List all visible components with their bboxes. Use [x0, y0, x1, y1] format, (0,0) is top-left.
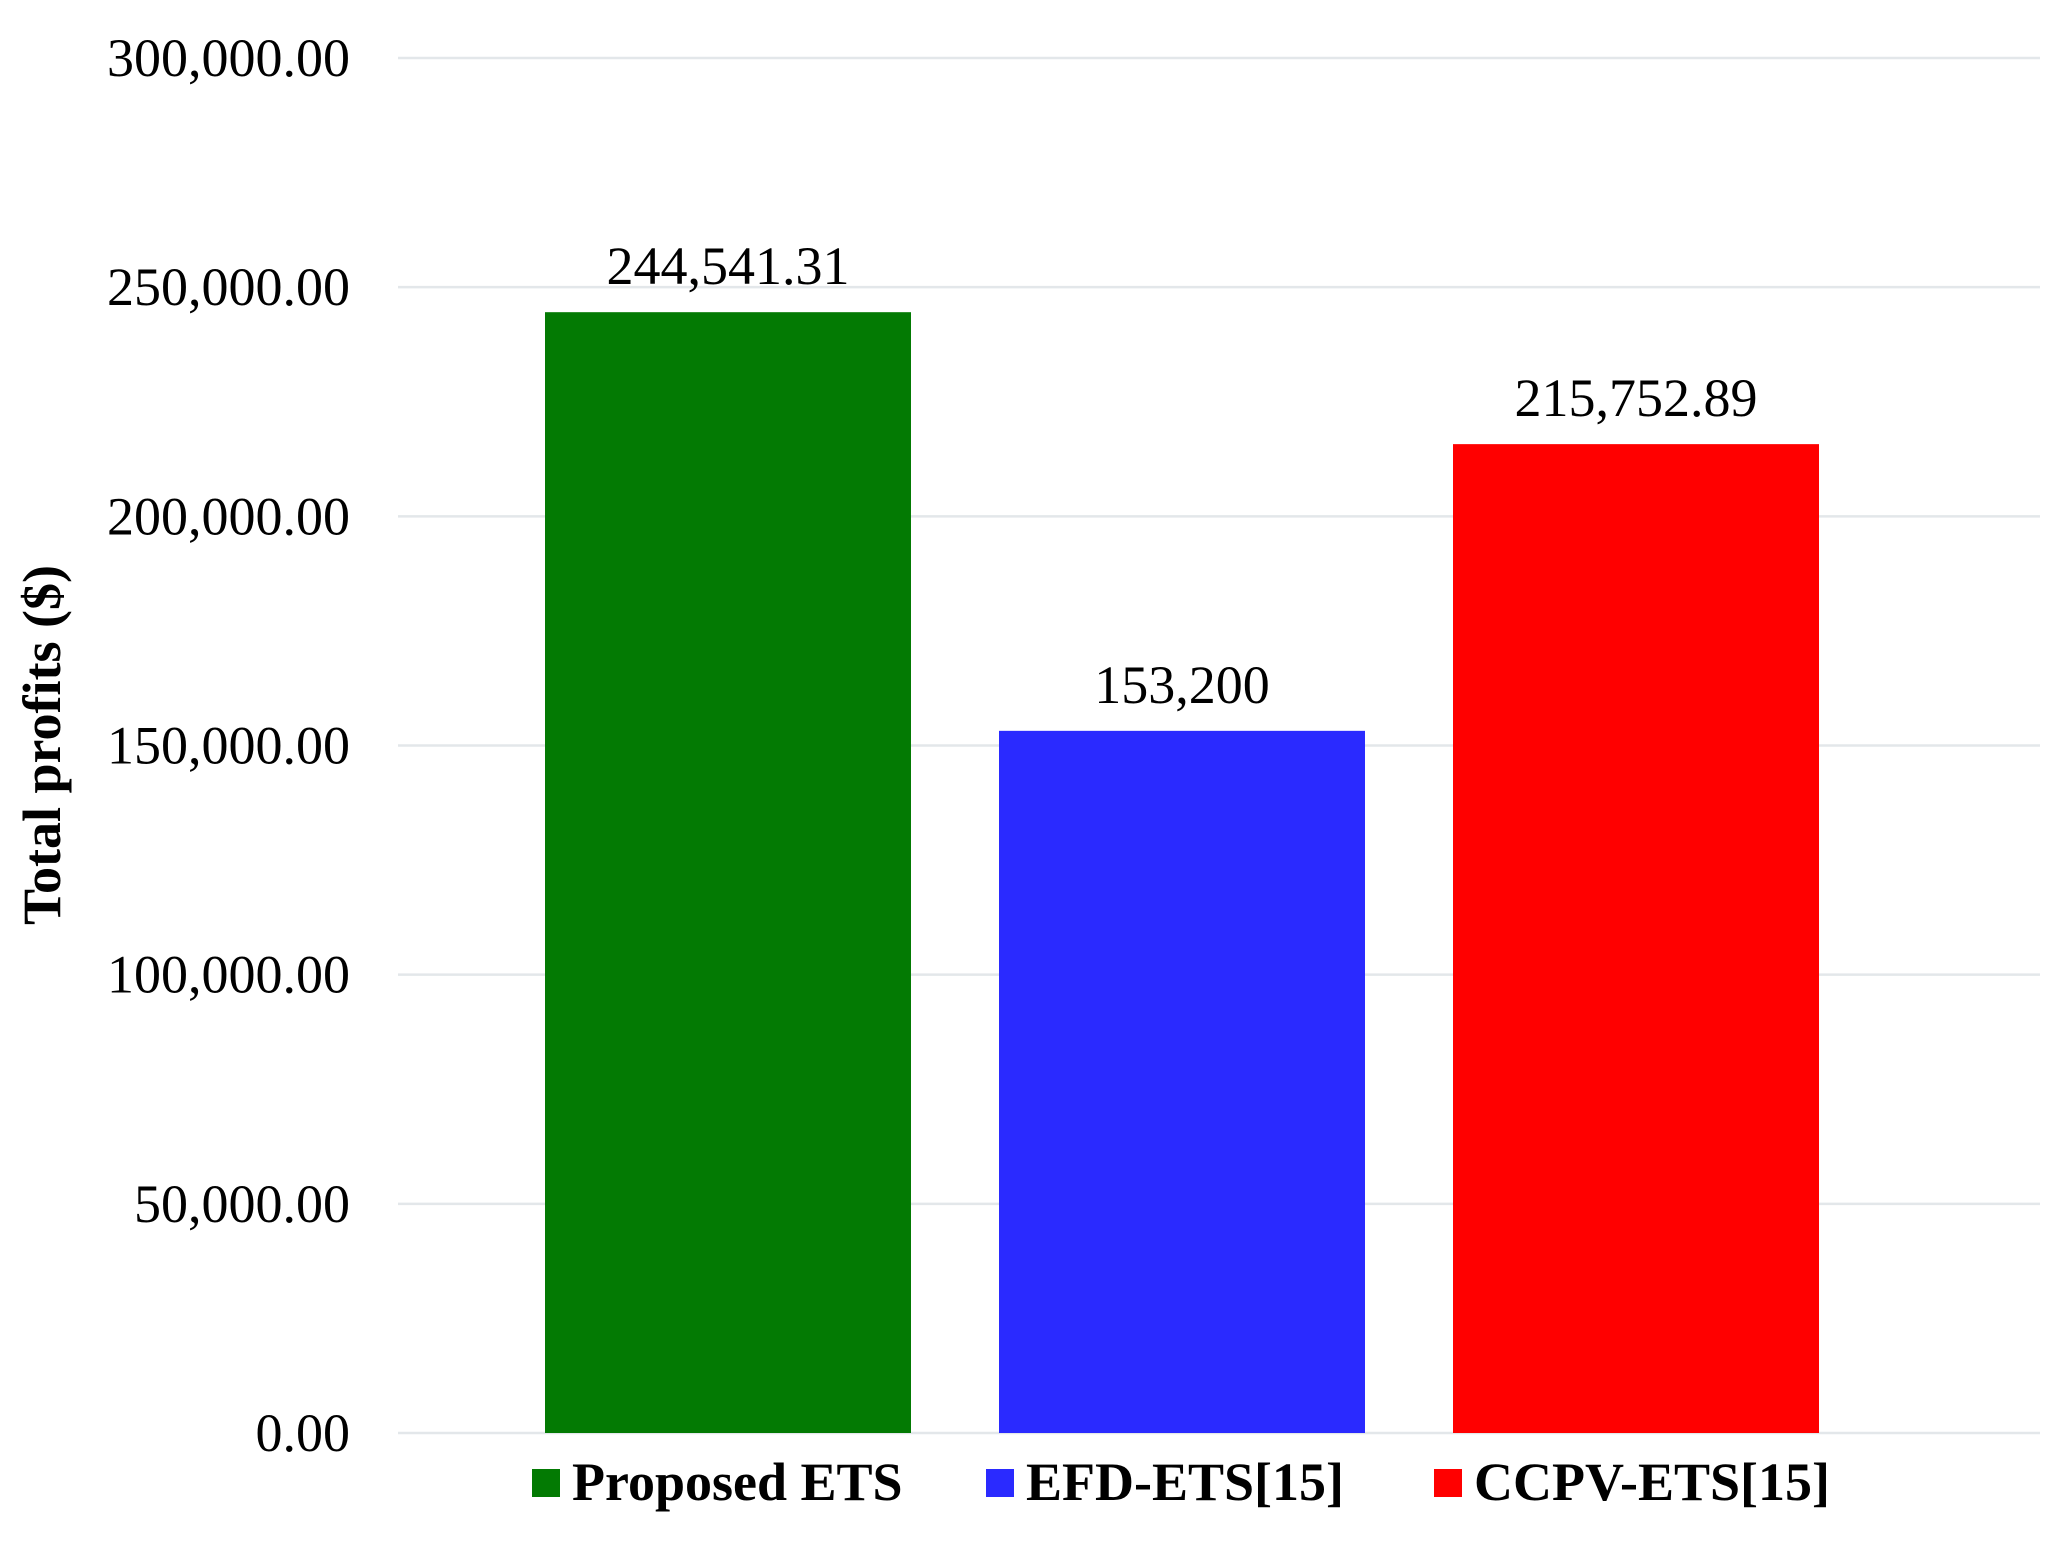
- data-label: 215,752.89: [1515, 368, 1758, 428]
- y-tick-label: 200,000.00: [107, 486, 350, 546]
- data-label: 244,541.31: [607, 236, 850, 296]
- data-label: 153,200: [1094, 655, 1270, 715]
- y-tick-label: 300,000.00: [107, 28, 350, 88]
- y-axis-title: Total profits ($): [12, 565, 72, 925]
- legend-swatch: [532, 1469, 560, 1497]
- y-tick-label: 50,000.00: [134, 1174, 350, 1234]
- legend-label: Proposed ETS: [572, 1452, 903, 1512]
- legend-swatch: [1434, 1469, 1462, 1497]
- bar: [1453, 444, 1819, 1434]
- y-tick-label: 150,000.00: [107, 716, 350, 776]
- legend-label: CCPV-ETS[15]: [1474, 1452, 1830, 1512]
- y-tick-label: 0.00: [256, 1403, 351, 1463]
- legend-label: EFD-ETS[15]: [1026, 1452, 1344, 1512]
- bar: [545, 312, 911, 1433]
- legend: Proposed ETS EFD-ETS[15] CCPV-ETS[15]: [532, 1452, 1830, 1512]
- bar: [999, 730, 1365, 1433]
- data-labels: 244,541.31 153,200 215,752.89: [607, 236, 1758, 715]
- y-tick-label: 100,000.00: [107, 945, 350, 1005]
- legend-swatch: [986, 1469, 1014, 1497]
- y-tick-label: 250,000.00: [107, 257, 350, 317]
- y-axis-ticks: 0.00 50,000.00 100,000.00 150,000.00 200,000…: [107, 28, 350, 1463]
- bars: [545, 312, 1819, 1434]
